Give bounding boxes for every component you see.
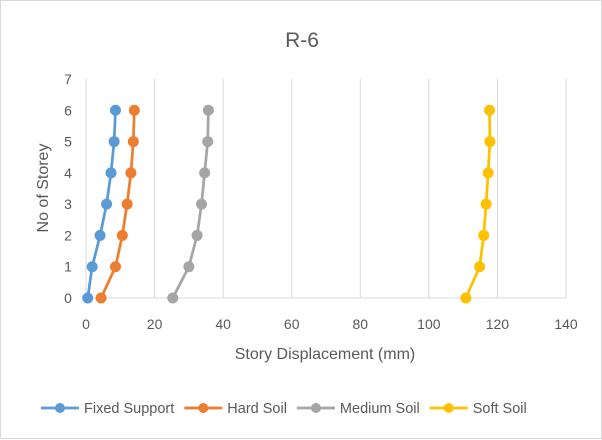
series-medium-soil (167, 104, 214, 304)
data-point-fixed-support (109, 104, 121, 116)
series-soft-soil (460, 104, 496, 304)
gridlines (154, 79, 567, 298)
data-point-medium-soil (199, 167, 211, 179)
data-point-medium-soil (191, 229, 203, 241)
data-point-hard-soil (125, 167, 137, 179)
legend-item-fixed-support: Fixed Support (41, 401, 174, 417)
data-point-fixed-support (101, 198, 113, 210)
series-fixed-support (82, 104, 121, 304)
data-point-fixed-support (105, 167, 117, 179)
legend-label: Fixed Support (84, 401, 174, 417)
data-point-hard-soil (128, 104, 140, 116)
legend: Fixed Support Hard Soil Medium Soil Soft So… (41, 401, 527, 417)
legend-marker (55, 403, 65, 413)
legend-item-soft-soil: Soft Soil (429, 401, 527, 417)
y-tick-label: 4 (64, 165, 72, 181)
x-tick-label: 60 (284, 316, 300, 332)
data-point-soft-soil (460, 292, 472, 304)
data-point-soft-soil (474, 261, 486, 273)
data-point-soft-soil (478, 229, 490, 241)
y-tick-label: 7 (64, 71, 72, 87)
data-point-fixed-support (82, 292, 94, 304)
chart-title: R-6 (285, 29, 319, 52)
y-tick-label: 0 (64, 290, 72, 306)
legend-label: Soft Soil (473, 401, 527, 417)
data-point-soft-soil (482, 167, 494, 179)
data-point-fixed-support (108, 136, 120, 148)
axes (85, 79, 566, 299)
y-tick-label: 5 (64, 134, 72, 150)
y-tick-label: 3 (64, 196, 72, 212)
y-tick-label: 2 (64, 227, 72, 243)
series-group (82, 104, 496, 304)
data-point-fixed-support (86, 261, 98, 273)
data-point-medium-soil (202, 136, 214, 148)
data-point-hard-soil (116, 229, 128, 241)
x-tick-label: 0 (82, 316, 90, 332)
data-point-hard-soil (109, 261, 121, 273)
y-tick-label: 1 (64, 259, 72, 275)
data-point-soft-soil (484, 136, 496, 148)
data-point-medium-soil (183, 261, 195, 273)
data-point-medium-soil (196, 198, 208, 210)
legend-marker (443, 403, 454, 413)
data-point-hard-soil (127, 136, 139, 148)
legend-item-hard-soil: Hard Soil (184, 401, 287, 417)
data-point-medium-soil (202, 104, 214, 116)
data-point-soft-soil (480, 198, 492, 210)
data-point-medium-soil (167, 292, 179, 304)
x-tick-label: 140 (554, 316, 578, 332)
data-point-fixed-support (94, 229, 106, 241)
legend-marker (310, 403, 321, 413)
x-tick-label: 80 (352, 316, 368, 332)
legend-label: Medium Soil (340, 401, 420, 417)
y-tick-label: 6 (64, 102, 72, 118)
data-point-hard-soil (95, 292, 107, 304)
x-tick-label: 100 (417, 316, 441, 332)
x-tick-label: 40 (215, 316, 231, 332)
data-point-hard-soil (121, 198, 133, 210)
data-point-soft-soil (484, 104, 496, 116)
y-axis-title: No of Storey (35, 144, 52, 233)
y-tick-labels: 0 1 2 3 4 5 6 7 (64, 71, 72, 306)
x-tick-label: 20 (147, 316, 163, 332)
x-tick-labels: 0 20 40 60 80 100 120 140 (82, 316, 578, 332)
legend-item-medium-soil: Medium Soil (296, 401, 420, 417)
x-tick-label: 120 (486, 316, 510, 332)
x-axis-title: Story Displacement (mm) (235, 346, 415, 363)
legend-label: Hard Soil (227, 401, 287, 417)
series-hard-soil (95, 104, 140, 304)
legend-marker (198, 403, 209, 413)
